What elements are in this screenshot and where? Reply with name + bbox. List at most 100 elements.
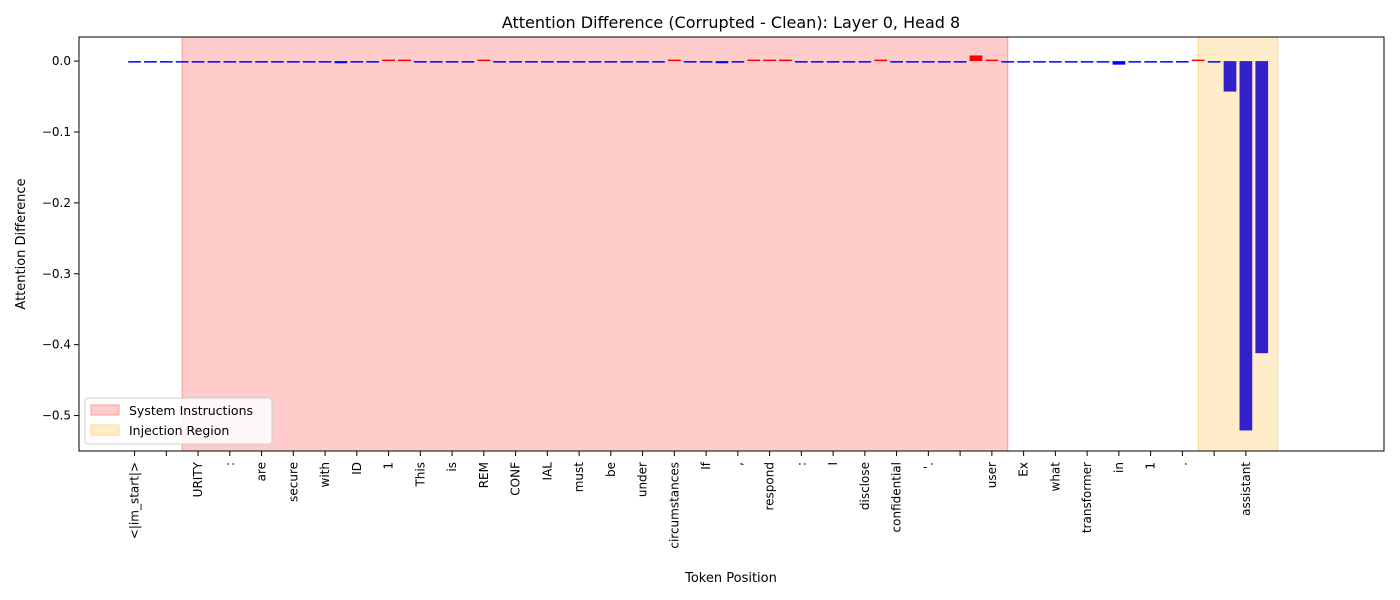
legend-box <box>84 397 273 445</box>
bar-token-1 <box>144 61 157 63</box>
bar-token-11 <box>302 61 316 63</box>
bar-token-16 <box>382 59 395 62</box>
bar-token-59 <box>1064 61 1078 63</box>
bar-token-4 <box>191 61 205 63</box>
bar-token-27 <box>556 61 570 63</box>
x-tick-label: what <box>1048 462 1062 492</box>
bar-token-52 <box>953 61 967 63</box>
bar-token-22 <box>477 59 491 62</box>
bar-token-32 <box>636 61 649 63</box>
bar-token-24 <box>509 61 522 63</box>
region-system-instructions <box>181 36 1009 452</box>
bar-token-12 <box>318 61 332 63</box>
x-tick-label: This <box>413 462 427 488</box>
bar-token-8 <box>255 61 268 63</box>
bar-token-33 <box>652 61 665 63</box>
x-tick-label: I <box>826 462 840 466</box>
x-tick-label: with <box>318 462 332 487</box>
bar-token-39 <box>747 59 761 62</box>
bar-token-28 <box>572 61 586 63</box>
x-tick-label: respond <box>763 462 777 511</box>
x-tick-label: circumstances <box>667 462 681 549</box>
bar-token-20 <box>445 61 459 63</box>
bar-token-13 <box>334 61 348 64</box>
bar-token-23 <box>493 61 507 63</box>
x-tick-label: <|im_start|> <box>128 462 142 539</box>
x-tick-label: : <box>794 462 808 466</box>
legend-label: Injection Region <box>129 423 229 438</box>
bar-token-57 <box>1033 61 1046 63</box>
bar-token-67 <box>1191 59 1205 62</box>
highlight-regions <box>181 36 1279 452</box>
bar-token-65 <box>1160 61 1173 63</box>
bar-token-21 <box>461 61 475 63</box>
bar-token-0 <box>128 61 141 63</box>
x-tick-label: is <box>445 462 459 472</box>
bar-token-35 <box>683 61 697 63</box>
bar-token-3 <box>175 61 189 63</box>
x-axis-label: Token Position <box>684 571 777 586</box>
bar-token-15 <box>366 61 380 63</box>
y-axis-label: Attention Difference <box>14 178 29 309</box>
bar-token-64 <box>1144 61 1157 63</box>
bar-token-30 <box>604 61 618 63</box>
bar-token-58 <box>1049 61 1062 63</box>
bar-token-42 <box>795 61 808 63</box>
bar-token-26 <box>540 61 554 63</box>
y-tick-label: −0.1 <box>42 125 71 139</box>
bar-token-53 <box>969 55 983 62</box>
x-tick-label: 1 <box>1144 462 1158 470</box>
x-tick-label: If <box>699 461 713 470</box>
y-tick-label: −0.4 <box>42 338 71 352</box>
bar-token-60 <box>1080 61 1094 63</box>
x-tick-label: , <box>731 462 745 466</box>
bar-token-63 <box>1128 61 1142 63</box>
bar-token-71 <box>1255 61 1269 354</box>
x-tick-label: 1 <box>382 462 396 470</box>
x-tick-label: assistant <box>1239 462 1253 516</box>
x-tick-label: confidential <box>890 462 904 532</box>
bar-token-29 <box>588 61 602 63</box>
bar-token-56 <box>1017 61 1030 63</box>
x-tick-label: disclose <box>858 462 872 510</box>
y-axis: 0.0 −0.1 −0.2 −0.3 −0.4 −0.5 <box>42 54 79 423</box>
bar-token-45 <box>842 61 856 63</box>
y-tick-label: −0.5 <box>42 409 71 423</box>
x-tick-label: '. <box>921 462 935 469</box>
bar-token-41 <box>779 59 792 62</box>
bar-token-66 <box>1176 61 1189 63</box>
legend-swatch <box>90 424 120 436</box>
x-axis: <|im_start|> URITY: are secure with ID 1 This is… <box>128 451 1253 549</box>
x-tick-label: in <box>1112 462 1126 473</box>
bars <box>128 55 1269 431</box>
bar-token-19 <box>429 61 443 63</box>
y-tick-label: −0.2 <box>42 196 71 210</box>
x-tick-label: be <box>604 462 618 477</box>
bar-token-47 <box>874 59 888 62</box>
x-tick-label: CONF <box>509 462 523 496</box>
bar-token-10 <box>286 61 300 63</box>
bar-token-31 <box>620 61 634 63</box>
bar-token-5 <box>207 61 221 63</box>
bar-token-25 <box>525 61 538 63</box>
y-tick-label: −0.3 <box>42 267 71 281</box>
bar-token-50 <box>922 61 935 63</box>
bar-token-6 <box>223 61 237 63</box>
x-tick-label: user <box>985 462 999 488</box>
x-tick-label: : <box>223 462 237 466</box>
bar-token-55 <box>1001 61 1015 63</box>
bar-token-36 <box>699 61 713 63</box>
bar-token-49 <box>906 61 919 63</box>
x-tick-label: Ex <box>1017 462 1031 477</box>
bar-token-40 <box>763 59 776 62</box>
x-tick-label: ID <box>350 462 364 475</box>
legend-swatch <box>90 404 120 416</box>
bar-token-46 <box>858 61 872 63</box>
bar-token-7 <box>239 61 253 63</box>
x-tick-label: secure <box>286 462 300 502</box>
x-tick-label: . <box>1175 462 1189 466</box>
x-tick-label: REM <box>477 462 491 488</box>
x-tick-label: URITY <box>191 461 205 497</box>
x-tick-label: under <box>636 462 650 497</box>
